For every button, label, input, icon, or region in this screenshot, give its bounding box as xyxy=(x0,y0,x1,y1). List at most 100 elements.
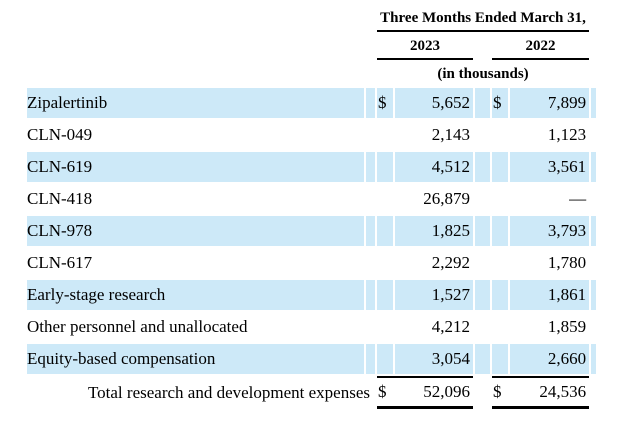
value-2023: 1,527 xyxy=(395,280,473,310)
row-label: Equity-based compensation xyxy=(27,344,364,374)
column-gap xyxy=(475,216,490,246)
currency-symbol-2022 xyxy=(492,152,508,182)
total-value-2022: 24,536 xyxy=(539,382,587,401)
header-spacer xyxy=(591,62,596,86)
currency-symbol-2023 xyxy=(377,184,393,214)
value-2022: 3,793 xyxy=(510,216,590,246)
table-row: Zipalertinib $ 5,652 $ 7,899 xyxy=(27,88,597,118)
value-2023: 4,212 xyxy=(431,317,470,336)
column-gap xyxy=(475,152,490,182)
table-header: Three Months Ended March 31, 2023 2022 (… xyxy=(27,10,596,86)
spacer-cell xyxy=(591,248,596,278)
value-2023: 2,292 xyxy=(431,253,470,272)
row-label: CLN-978 xyxy=(27,216,364,246)
header-units-row: (in thousands) xyxy=(27,62,596,86)
table-footer: Total research and development expenses … xyxy=(27,376,596,409)
currency-symbol-2023 xyxy=(377,120,393,150)
value-2023: 5,652 xyxy=(395,88,473,118)
table-row: CLN-978 1,825 3,793 xyxy=(27,216,597,246)
value-2023: 1,825 xyxy=(395,216,473,246)
spacer-cell xyxy=(366,216,375,246)
total-2023-cell: $ 52,096 xyxy=(377,376,473,409)
currency-symbol-2022 xyxy=(492,184,508,214)
currency-symbol-2023 xyxy=(377,312,393,342)
row-label: CLN-418 xyxy=(27,189,93,208)
currency-symbol-2023: $ xyxy=(378,382,387,401)
table-row: CLN-049 2,143 1,123 xyxy=(27,120,596,150)
column-gap xyxy=(475,88,490,118)
currency-symbol-2023 xyxy=(377,248,393,278)
header-spacer xyxy=(27,62,375,86)
currency-symbol-2022 xyxy=(492,344,508,374)
column-gap xyxy=(475,312,490,342)
year-2023-header: 2023 xyxy=(377,34,473,60)
spacer-cell xyxy=(591,280,597,310)
value-2023: 3,054 xyxy=(395,344,473,374)
row-label: Zipalertinib xyxy=(27,88,364,118)
table-row: Equity-based compensation 3,054 2,660 xyxy=(27,344,597,374)
units-header: (in thousands) xyxy=(437,66,529,82)
spacer-cell xyxy=(591,376,596,409)
table-row: CLN-619 4,512 3,561 xyxy=(27,152,597,182)
header-years-row: 2023 2022 xyxy=(27,34,596,60)
table-row: CLN-617 2,292 1,780 xyxy=(27,248,596,278)
currency-symbol-2022 xyxy=(492,248,508,278)
header-spacer xyxy=(475,34,490,60)
currency-symbol-2023: $ xyxy=(377,88,393,118)
row-label: CLN-617 xyxy=(27,253,93,272)
column-gap xyxy=(475,120,490,150)
spacer-cell xyxy=(366,344,375,374)
rd-expenses-table: Three Months Ended March 31, 2023 2022 (… xyxy=(25,8,598,411)
row-label: CLN-619 xyxy=(27,152,364,182)
spacer-cell xyxy=(366,184,375,214)
currency-symbol-2023 xyxy=(377,152,393,182)
total-label: Total research and development expenses xyxy=(87,382,370,402)
spacer-cell xyxy=(366,120,375,150)
total-value-2023: 52,096 xyxy=(423,382,470,401)
currency-symbol-2023 xyxy=(377,216,393,246)
currency-symbol-2022: $ xyxy=(492,88,508,118)
column-gap xyxy=(475,280,490,310)
column-gap xyxy=(475,344,490,374)
spacer-cell xyxy=(591,312,596,342)
table-row: Other personnel and unallocated 4,212 1,… xyxy=(27,312,596,342)
year-2022-header: 2022 xyxy=(492,34,590,60)
spacer-cell xyxy=(366,312,375,342)
value-2022: 3,561 xyxy=(510,152,590,182)
spacer-cell xyxy=(591,184,596,214)
currency-symbol-2022: $ xyxy=(493,382,502,401)
currency-symbol-2022 xyxy=(492,120,508,150)
table-row: Early-stage research 1,527 1,861 xyxy=(27,280,597,310)
value-2022: 1,123 xyxy=(547,125,587,144)
column-gap xyxy=(475,248,490,278)
header-spacer xyxy=(591,34,596,60)
currency-symbol-2022 xyxy=(492,216,508,246)
row-label: Other personnel and unallocated xyxy=(27,317,248,336)
header-spacer xyxy=(591,10,596,32)
currency-symbol-2022 xyxy=(492,280,508,310)
spacer-cell xyxy=(591,120,596,150)
header-period-row: Three Months Ended March 31, xyxy=(27,10,596,32)
currency-symbol-2023 xyxy=(377,344,393,374)
header-spacer xyxy=(27,34,375,60)
currency-symbol-2022 xyxy=(492,312,508,342)
total-2022-cell: $ 24,536 xyxy=(492,376,590,409)
value-2023: 26,879 xyxy=(423,189,470,208)
spacer-cell xyxy=(366,88,375,118)
spacer-cell xyxy=(591,344,597,374)
value-2023: 4,512 xyxy=(395,152,473,182)
row-label: Early-stage research xyxy=(27,280,364,310)
value-2022: 2,660 xyxy=(510,344,590,374)
table-body: Zipalertinib $ 5,652 $ 7,899 CLN-049 2,1… xyxy=(27,88,597,374)
column-gap xyxy=(475,184,490,214)
spacer-cell xyxy=(591,216,597,246)
header-spacer xyxy=(27,10,375,32)
spacer-cell xyxy=(366,248,375,278)
row-label: CLN-049 xyxy=(27,125,93,144)
value-2022: — xyxy=(569,189,587,208)
period-header: Three Months Ended March 31, xyxy=(377,10,590,32)
value-2023: 2,143 xyxy=(431,125,470,144)
spacer-cell xyxy=(366,152,375,182)
spacer-cell xyxy=(366,280,375,310)
value-2022: 7,899 xyxy=(510,88,590,118)
